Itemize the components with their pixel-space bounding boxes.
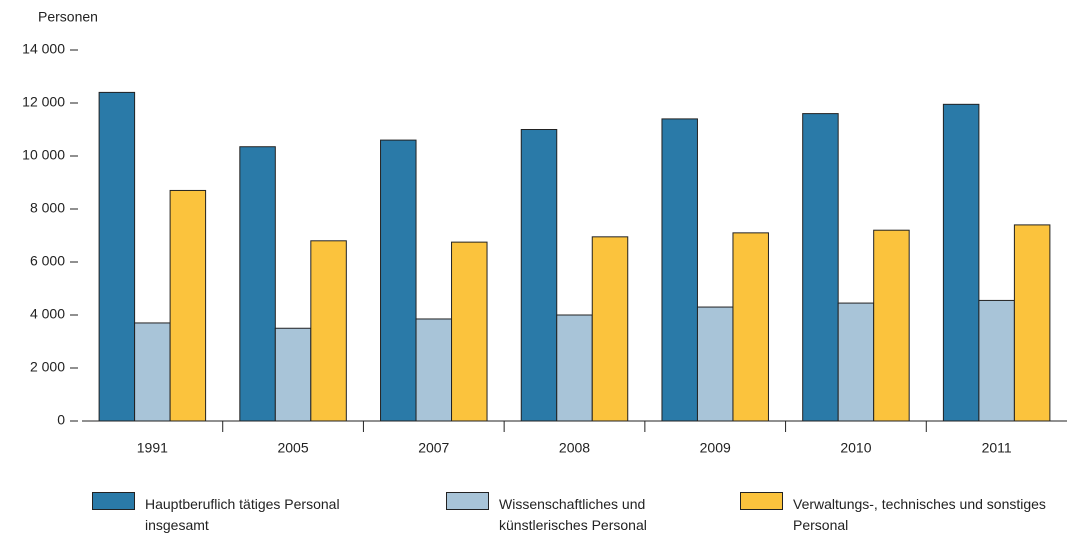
- y-tick-label: 8 000: [30, 200, 65, 216]
- bar: [451, 241, 488, 422]
- y-tick-label: 14 000: [22, 41, 65, 57]
- bar: [415, 318, 453, 422]
- bar: [310, 240, 347, 422]
- bar: [732, 232, 769, 422]
- bar: [978, 299, 1015, 422]
- bar: [661, 118, 698, 422]
- y-axis-label: Personen: [38, 9, 98, 25]
- x-tick-label: 2008: [559, 440, 590, 456]
- bar: [169, 189, 207, 422]
- bar: [1013, 224, 1051, 422]
- bar: [696, 306, 734, 422]
- bar: [239, 146, 276, 422]
- bar: [802, 113, 839, 422]
- bar: [98, 91, 136, 422]
- bar: [942, 103, 980, 422]
- x-tick-label: 2010: [840, 440, 871, 456]
- bar: [591, 236, 629, 422]
- bar: [873, 229, 910, 422]
- y-tick-label: 2 000: [30, 359, 65, 375]
- x-tick-label: 1991: [137, 440, 168, 456]
- bar: [380, 139, 417, 422]
- legend-label: Verwaltungs-, technisches und sonstiges …: [793, 496, 1046, 533]
- x-tick-label: 2009: [700, 440, 731, 456]
- bar: [520, 129, 558, 422]
- legend-label: Hauptberuflich tätiges Personal insgesam…: [145, 496, 340, 533]
- legend-swatch: [446, 492, 489, 510]
- y-tick-label: 6 000: [30, 253, 65, 269]
- x-tick-label: 2011: [982, 440, 1012, 456]
- legend-swatch: [92, 492, 135, 510]
- bar: [134, 322, 171, 422]
- legend-swatch: [740, 492, 783, 510]
- bar: [274, 327, 312, 422]
- y-tick-label: 0: [57, 412, 65, 428]
- y-tick-label: 4 000: [30, 306, 65, 322]
- x-tick-label: 2005: [277, 440, 308, 456]
- legend-label: Wissenschaftliches und künstlerisches Pe…: [499, 496, 647, 533]
- x-tick-label: 2007: [418, 440, 449, 456]
- bar: [837, 302, 875, 422]
- y-tick-label: 12 000: [22, 94, 65, 110]
- bar: [556, 314, 593, 422]
- y-tick-label: 10 000: [22, 147, 65, 163]
